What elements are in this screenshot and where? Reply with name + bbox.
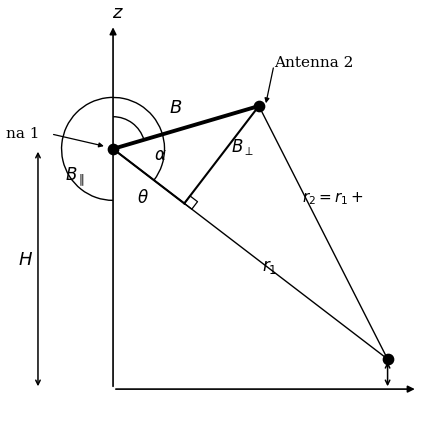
Text: $H$: $H$	[18, 251, 33, 270]
Text: $B_\perp$: $B_\perp$	[231, 137, 254, 157]
Text: $\alpha$: $\alpha$	[154, 147, 166, 164]
Text: Antenna 2: Antenna 2	[274, 56, 353, 70]
Text: na 1: na 1	[6, 127, 39, 141]
Point	[384, 356, 391, 362]
Point	[110, 146, 117, 152]
Text: $B_\parallel$: $B_\parallel$	[65, 165, 85, 188]
Text: $r_1$: $r_1$	[262, 258, 277, 276]
Point	[255, 102, 262, 109]
Text: $B$: $B$	[168, 99, 182, 117]
Text: $z$: $z$	[112, 4, 124, 22]
Text: $r_2 = r_1 +$: $r_2 = r_1 +$	[302, 190, 364, 206]
Text: $\theta$: $\theta$	[137, 189, 149, 207]
